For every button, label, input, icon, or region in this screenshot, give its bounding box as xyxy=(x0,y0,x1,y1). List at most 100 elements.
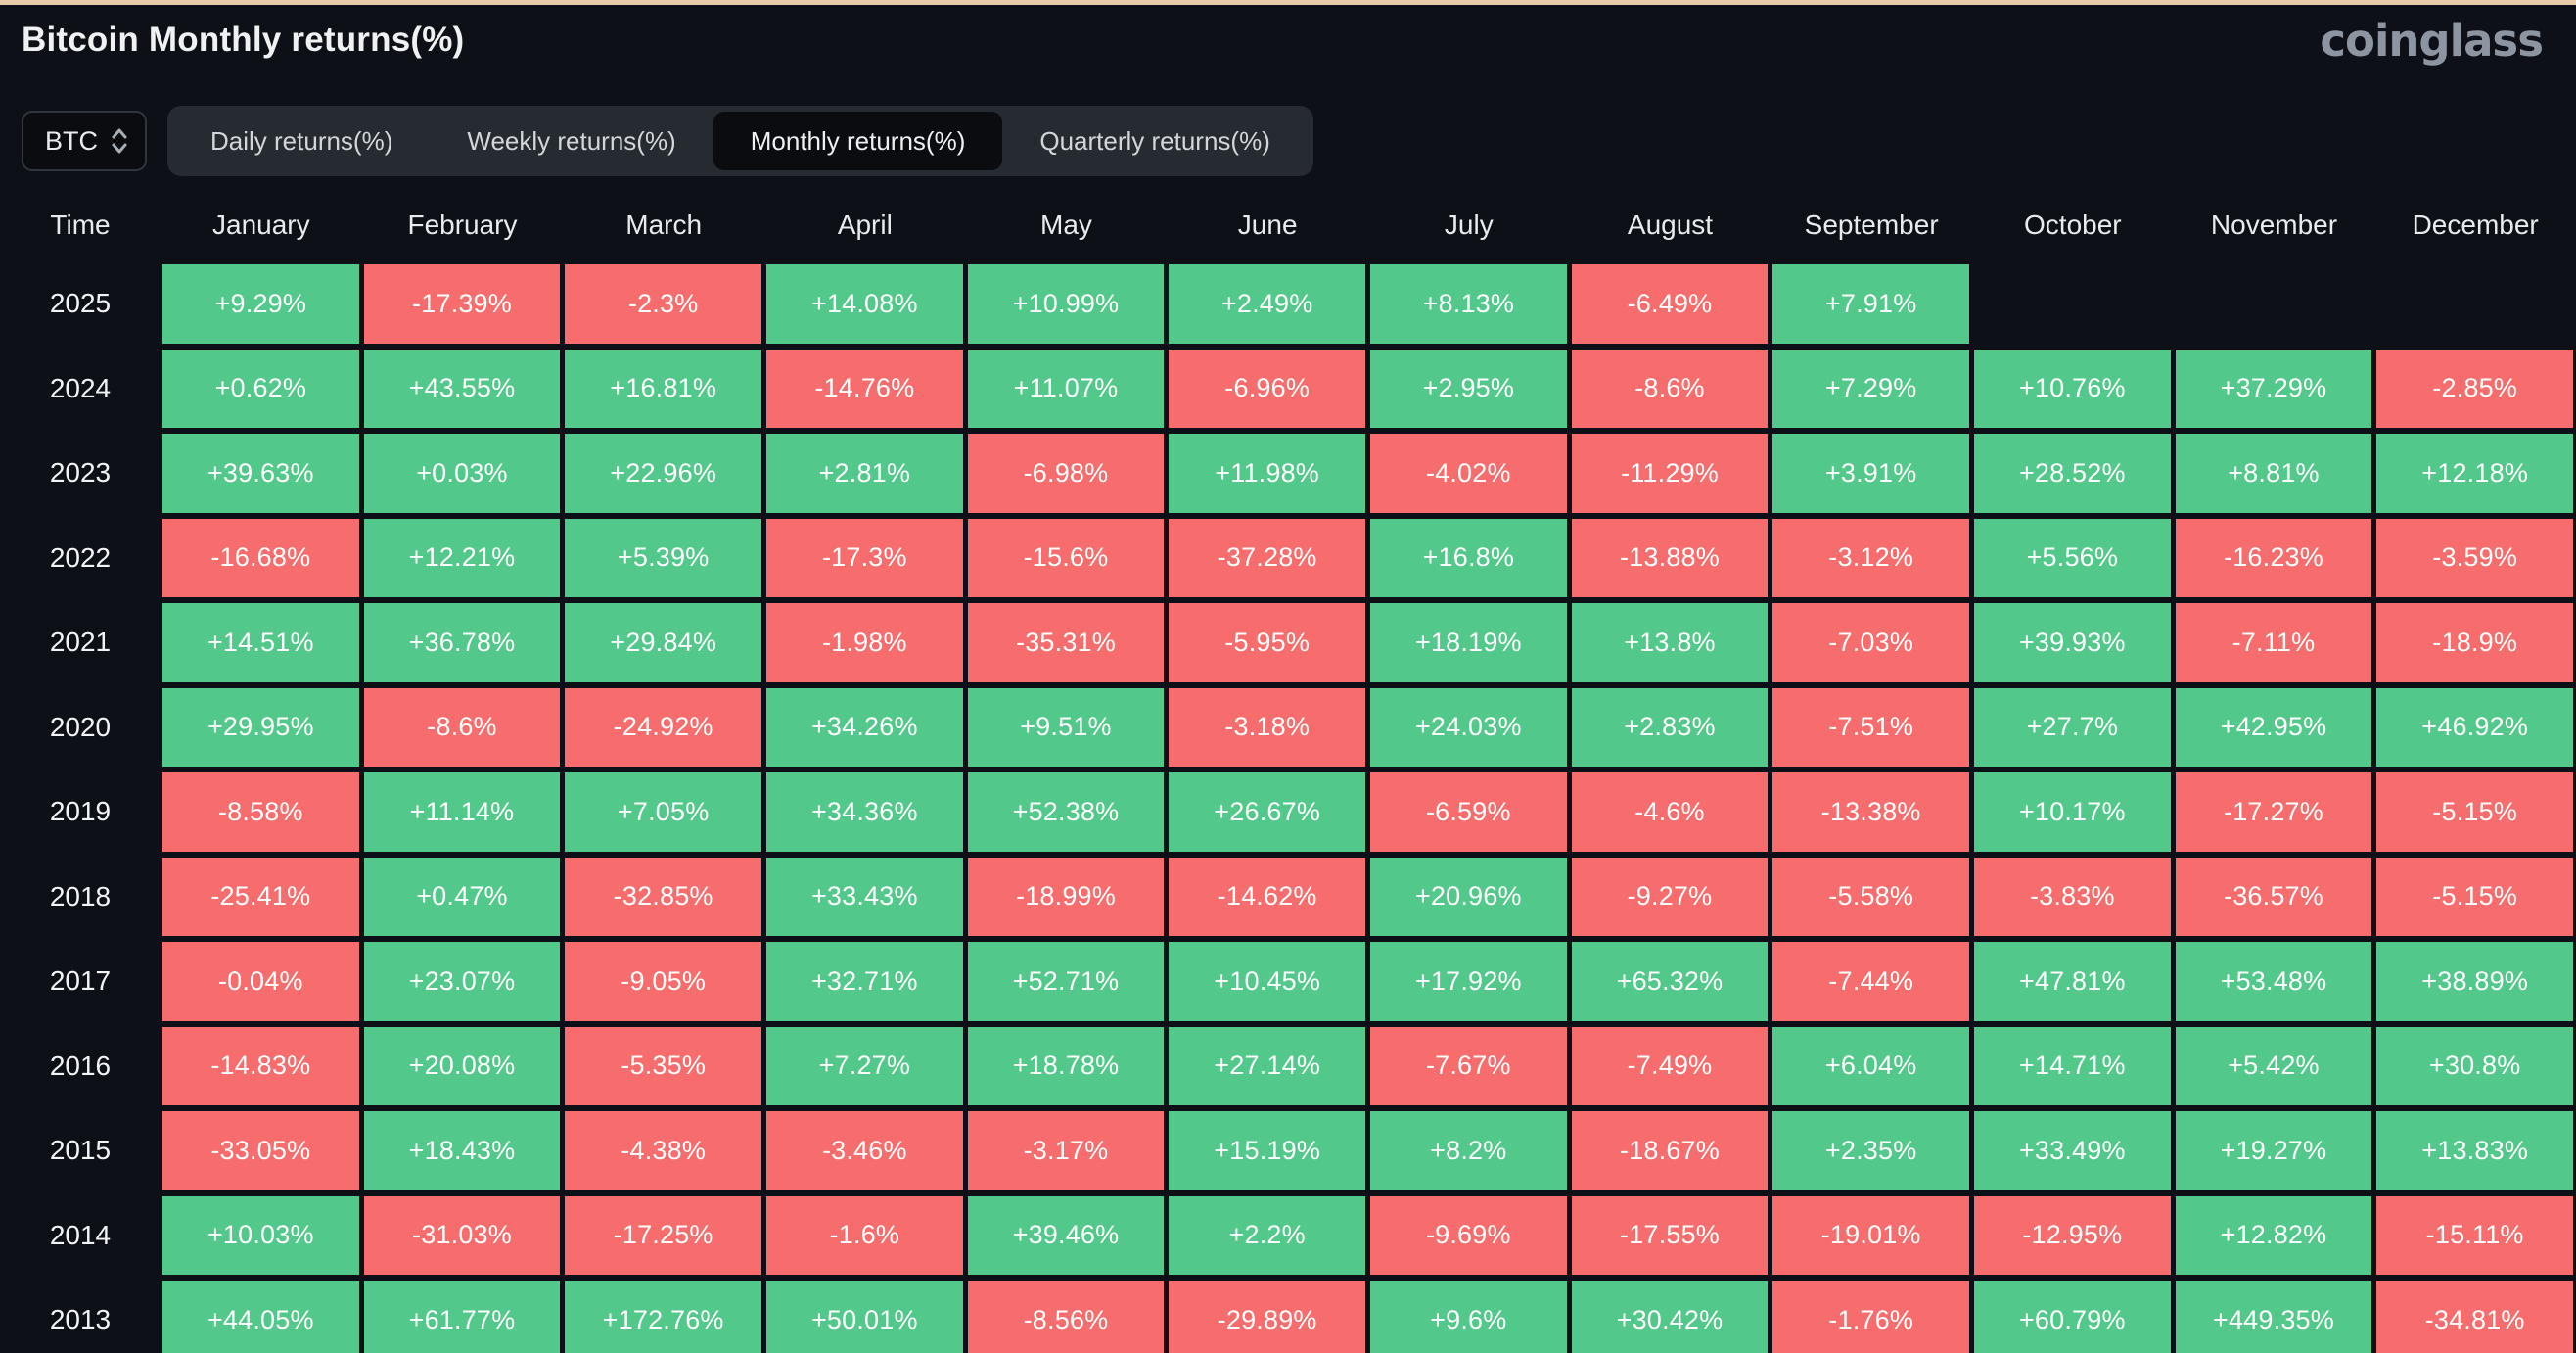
return-cell-2023-may: -6.98% xyxy=(966,431,1168,516)
return-value: +33.49% xyxy=(1974,1111,2171,1190)
column-header-july: July xyxy=(1444,209,1494,240)
return-cell-2015-october: +33.49% xyxy=(1972,1108,2174,1193)
column-header-december: December xyxy=(2412,209,2539,240)
tab-weekly-returns[interactable]: Weekly returns(%) xyxy=(467,125,676,156)
return-cell-2014-november: +12.82% xyxy=(2174,1193,2375,1279)
return-cell-2023-january: +39.63% xyxy=(161,431,362,516)
return-cell-2017-february: +23.07% xyxy=(362,939,564,1024)
return-value: -5.58% xyxy=(1772,857,1969,936)
return-cell-2015-january: -33.05% xyxy=(161,1108,362,1193)
return-cell-2018-november: -36.57% xyxy=(2174,855,2375,940)
coin-selector-button[interactable]: BTC xyxy=(22,111,147,171)
column-header-april: April xyxy=(837,209,893,240)
return-cell-2014-april: -1.6% xyxy=(764,1193,966,1279)
return-cell-2017-may: +52.71% xyxy=(966,939,1168,1024)
row-year-2013: 2013 xyxy=(49,1304,112,1335)
return-value: +29.84% xyxy=(565,603,761,682)
return-value: +23.07% xyxy=(363,942,561,1021)
tab-monthly-returns[interactable]: Monthly returns(%) xyxy=(713,112,1003,170)
return-value: -6.96% xyxy=(1169,349,1365,428)
return-cell-2019-may: +52.38% xyxy=(966,770,1168,855)
return-cell-2022-july: +16.8% xyxy=(1368,516,1570,601)
return-value: -16.68% xyxy=(162,518,359,597)
column-header-time: Time xyxy=(50,209,111,240)
returns-table: Time January February March April May June July… xyxy=(0,188,2576,1353)
return-cell-2021-january: +14.51% xyxy=(161,600,362,685)
return-cell-2014-august: -17.55% xyxy=(1570,1193,1771,1279)
row-year-2020: 2020 xyxy=(49,711,112,742)
return-cell-2024-july: +2.95% xyxy=(1368,347,1570,432)
return-value: -3.46% xyxy=(766,1111,963,1190)
return-value: +36.78% xyxy=(363,603,561,682)
return-cell-2019-june: +26.67% xyxy=(1167,770,1368,855)
return-cell-2022-may: -15.6% xyxy=(966,516,1168,601)
return-cell-2018-june: -14.62% xyxy=(1167,855,1368,940)
return-cell-2013-march: +172.76% xyxy=(563,1278,764,1353)
return-cell-2019-september: -13.38% xyxy=(1771,770,1972,855)
return-value: +16.8% xyxy=(1370,518,1567,597)
return-cell-2024-november: +37.29% xyxy=(2174,347,2375,432)
return-cell-2015-february: +18.43% xyxy=(362,1108,564,1193)
return-value: -14.76% xyxy=(766,349,963,428)
return-value: +15.19% xyxy=(1169,1111,1365,1190)
return-cell-2022-august: -13.88% xyxy=(1570,516,1771,601)
return-cell-2018-may: -18.99% xyxy=(966,855,1168,940)
return-value: +10.76% xyxy=(1974,349,2171,428)
return-cell-2022-december: -3.59% xyxy=(2374,516,2576,601)
return-cell-2015-november: +19.27% xyxy=(2174,1108,2375,1193)
return-value: -31.03% xyxy=(363,1195,561,1275)
return-cell-2013-may: -8.56% xyxy=(966,1278,1168,1353)
return-value: -5.15% xyxy=(2376,857,2573,936)
return-cell-2018-october: -3.83% xyxy=(1972,855,2174,940)
column-header-september: September xyxy=(1804,209,1939,240)
return-cell-2022-september: -3.12% xyxy=(1771,516,1972,601)
return-cell-2020-september: -7.51% xyxy=(1771,685,1972,770)
return-cell-2017-december: +38.89% xyxy=(2374,939,2576,1024)
controls-bar: BTC Daily returns(%) Weekly returns(%) M… xyxy=(22,106,1313,176)
return-value: -7.49% xyxy=(1571,1026,1769,1105)
return-value: +7.27% xyxy=(766,1026,963,1105)
return-cell-2017-march: -9.05% xyxy=(563,939,764,1024)
return-value: -3.59% xyxy=(2376,518,2573,597)
return-value: +2.81% xyxy=(766,434,963,513)
return-value: -13.38% xyxy=(1772,772,1969,852)
return-cell-2024-june: -6.96% xyxy=(1167,347,1368,432)
return-cell-2025-september: +7.91% xyxy=(1771,261,1972,347)
return-cell-2021-february: +36.78% xyxy=(362,600,564,685)
return-cell-2013-september: -1.76% xyxy=(1771,1278,1972,1353)
return-value: -17.55% xyxy=(1571,1195,1769,1275)
return-value: -9.05% xyxy=(565,942,761,1021)
page-title: Bitcoin Monthly returns(%) xyxy=(22,21,465,59)
tab-daily-returns[interactable]: Daily returns(%) xyxy=(210,125,393,156)
return-cell-2025-august: -6.49% xyxy=(1570,261,1771,347)
return-cell-2015-june: +15.19% xyxy=(1167,1108,1368,1193)
row-year-2025: 2025 xyxy=(49,288,112,319)
return-cell-2020-june: -3.18% xyxy=(1167,685,1368,770)
return-value: +42.95% xyxy=(2175,687,2372,767)
return-cell-2015-march: -4.38% xyxy=(563,1108,764,1193)
return-cell-2019-april: +34.36% xyxy=(764,770,966,855)
return-value: -7.03% xyxy=(1772,603,1969,682)
return-cell-2014-september: -19.01% xyxy=(1771,1193,1972,1279)
return-cell-2018-january: -25.41% xyxy=(161,855,362,940)
return-cell-2025-april: +14.08% xyxy=(764,261,966,347)
return-value: -8.6% xyxy=(1571,349,1769,428)
return-value: +13.8% xyxy=(1571,603,1769,682)
return-value: +60.79% xyxy=(1974,1281,2171,1353)
tab-quarterly-returns[interactable]: Quarterly returns(%) xyxy=(1039,125,1270,156)
return-value: +3.91% xyxy=(1772,434,1969,513)
return-cell-2018-august: -9.27% xyxy=(1570,855,1771,940)
return-value: +27.7% xyxy=(1974,687,2171,767)
return-cell-2016-september: +6.04% xyxy=(1771,1024,1972,1109)
return-cell-2025-february: -17.39% xyxy=(362,261,564,347)
return-cell-2013-june: -29.89% xyxy=(1167,1278,1368,1353)
empty-cell-2025-october xyxy=(1972,261,2174,347)
return-value: +14.71% xyxy=(1974,1026,2171,1105)
column-header-february: February xyxy=(407,209,518,240)
return-value: -8.56% xyxy=(967,1281,1165,1353)
return-cell-2018-march: -32.85% xyxy=(563,855,764,940)
return-cell-2022-october: +5.56% xyxy=(1972,516,2174,601)
return-cell-2021-march: +29.84% xyxy=(563,600,764,685)
return-cell-2019-august: -4.6% xyxy=(1570,770,1771,855)
return-value: +14.08% xyxy=(766,264,963,344)
